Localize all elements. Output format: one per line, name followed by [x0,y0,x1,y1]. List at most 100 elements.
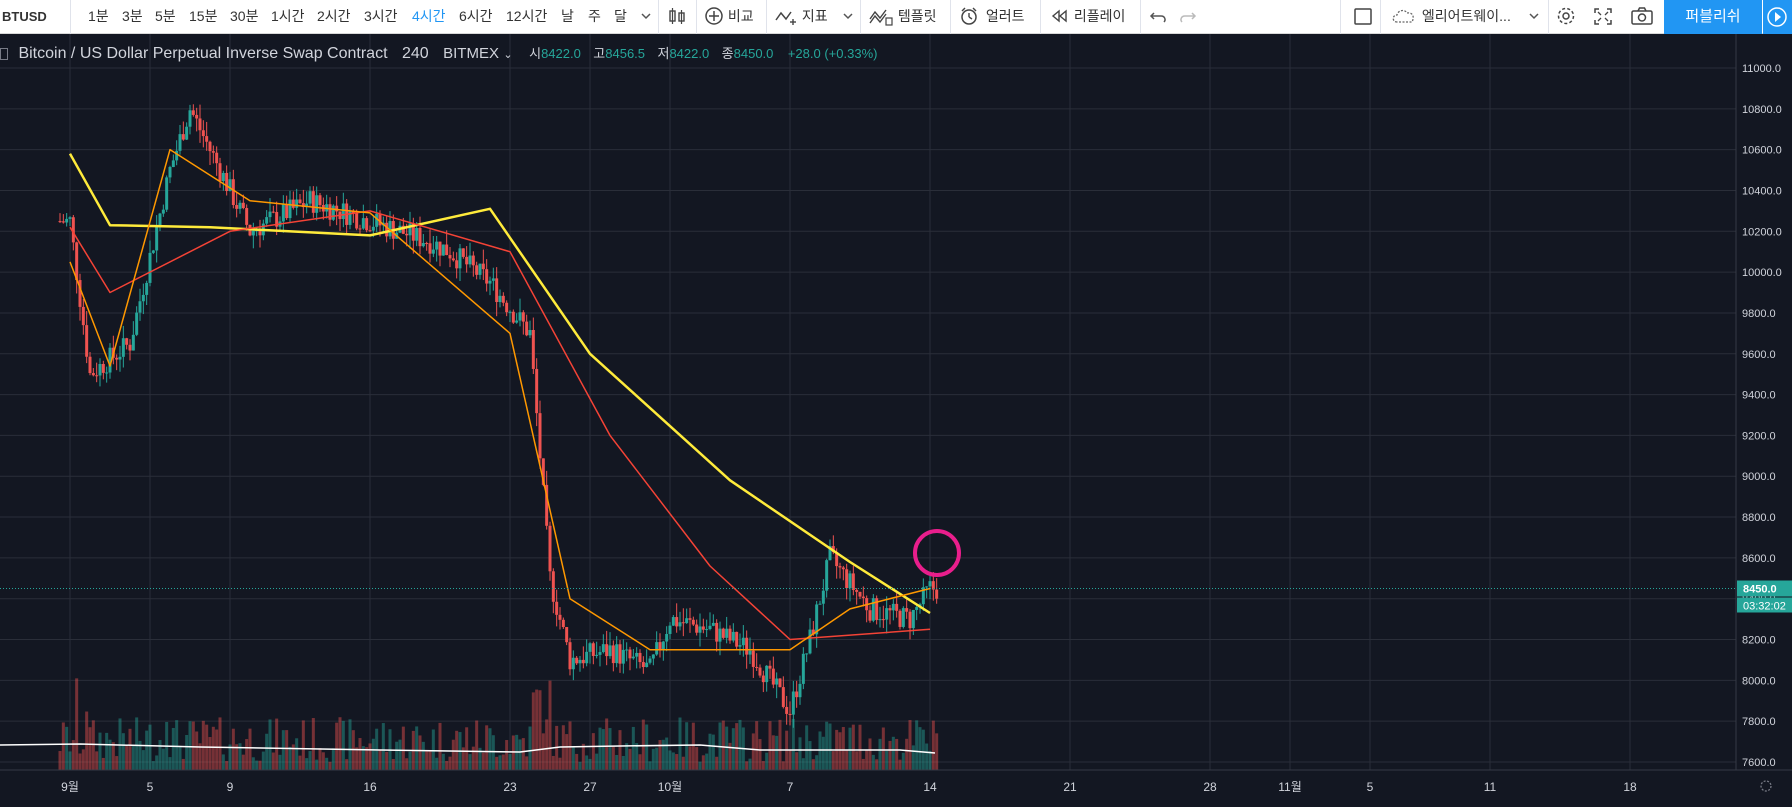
axis-settings-icon[interactable] [1760,780,1772,792]
volume-bar [225,761,229,770]
candle-body [185,126,189,140]
candle-body [98,364,102,376]
candle-body [281,203,285,222]
settings-gear-icon[interactable] [1554,0,1578,33]
candle-body [91,373,95,376]
volume-bar [811,759,815,770]
indicators-button[interactable]: 지표 [774,0,828,33]
interval-15m[interactable]: 15분 [189,8,218,24]
interval-12h[interactable]: 12시간 [506,8,548,24]
candle-body [361,218,365,229]
volume-bar [275,718,279,770]
volume-bar [95,751,99,770]
undo-icon[interactable] [1148,0,1170,33]
volume-bar [891,736,895,770]
interval-30m[interactable]: 30분 [230,8,259,24]
compare-button[interactable]: 비교 [704,0,754,33]
volume-bar [415,726,419,770]
rewind-icon [1051,9,1067,23]
candle-body [651,654,655,659]
collapse-legend-icon[interactable] [0,47,8,60]
interval-3m[interactable]: 3분 [122,8,143,24]
interval-2h[interactable]: 2시간 [317,8,351,24]
interval-week[interactable]: 주 [588,8,601,24]
candle-body [731,631,735,641]
volume-bar [788,750,792,770]
templates-icon [869,9,893,26]
volume-bar [108,739,112,770]
fullscreen-icon[interactable] [1592,0,1614,33]
interval-month[interactable]: 달 [614,8,627,24]
interval-4h[interactable]: 4시간 [412,8,446,24]
candle-body [245,208,249,225]
replay-button[interactable]: 리플레이 [1050,0,1125,33]
volume-bar [361,746,365,770]
compare-label: 비교 [727,8,754,24]
interval-3h[interactable]: 3시간 [364,8,398,24]
volume-bar [911,745,915,770]
select-layout-checkbox-icon[interactable] [1352,0,1374,33]
high-label: 고 [593,46,606,61]
interval-day[interactable]: 날 [561,8,574,24]
interval-1m[interactable]: 1분 [88,8,109,24]
volume-bar [345,759,349,770]
candle-body [781,687,785,707]
interval-dropdown-chevron-icon[interactable] [640,0,652,33]
templates-button[interactable]: 템플릿 [868,0,937,33]
publish-button[interactable]: 퍼블리쉬 [1664,0,1762,34]
candle-body [768,665,772,669]
volume-bar [705,753,709,770]
play-button[interactable] [1763,0,1792,34]
time-axis[interactable]: 9월 5 9 16 23 27 10월 7 14 21 28 11월 5 11 18 [0,769,1792,802]
volume-bar [261,751,265,770]
symbol-search-button[interactable]: BTUSD [2,9,47,24]
volume-bar [245,739,249,770]
alerts-button[interactable]: 얼러트 [958,0,1025,33]
candle-body [161,209,165,214]
volume-bar [888,740,892,770]
highlight-circle-drawing[interactable] [913,529,961,577]
candle-body [358,228,362,230]
volume-bar [621,755,625,770]
indicators-chevron-icon[interactable] [842,0,854,33]
chart-area[interactable]: 11000.0 10800.0 10600.0 10400.0 10200.0 10000… [0,34,1792,802]
volume-bar [565,734,569,770]
volume-bar [595,753,599,770]
price-chart[interactable]: 11000.0 10800.0 10600.0 10400.0 10200.0 10000… [0,34,1792,802]
volume-bar [578,761,582,770]
candle-body [241,202,245,209]
candle-body [618,644,622,664]
volume-bar [695,747,699,770]
time-tick-label: 11월 [1278,780,1302,794]
volume-bar [391,758,395,770]
candlestick-chart-type-icon[interactable] [666,0,688,33]
candle-body [218,163,222,182]
layout-chevron-icon[interactable] [1528,0,1540,33]
chart-background [0,34,1792,802]
exchange-chevron-icon[interactable]: ⌄ [503,49,513,61]
candle-body [495,278,499,303]
volume-bar [445,760,449,770]
candle-body [421,243,425,247]
volume-bar [465,727,469,770]
camera-icon[interactable] [1630,0,1654,33]
candle-body [431,249,435,254]
candle-body [275,211,279,227]
candle-body [545,484,549,526]
candle-body [798,683,802,698]
interval-1h[interactable]: 1시간 [271,8,305,24]
candle-body [895,603,899,611]
volume-bar [921,729,925,770]
volume-bar [735,723,739,770]
price-axis[interactable]: 11000.0 10800.0 10600.0 10400.0 10200.0 10000… [1735,34,1792,770]
candle-body [888,608,892,611]
interval-5m[interactable]: 5분 [155,8,176,24]
volume-bar [121,733,125,770]
interval-6h[interactable]: 6시간 [459,8,493,24]
volume-bar [58,751,62,770]
candle-body [701,626,705,630]
layout-save-button[interactable]: 엘리어트웨이... [1390,0,1511,33]
volume-bar [495,756,499,770]
redo-icon[interactable] [1176,0,1198,33]
time-axis-background [0,770,1792,802]
